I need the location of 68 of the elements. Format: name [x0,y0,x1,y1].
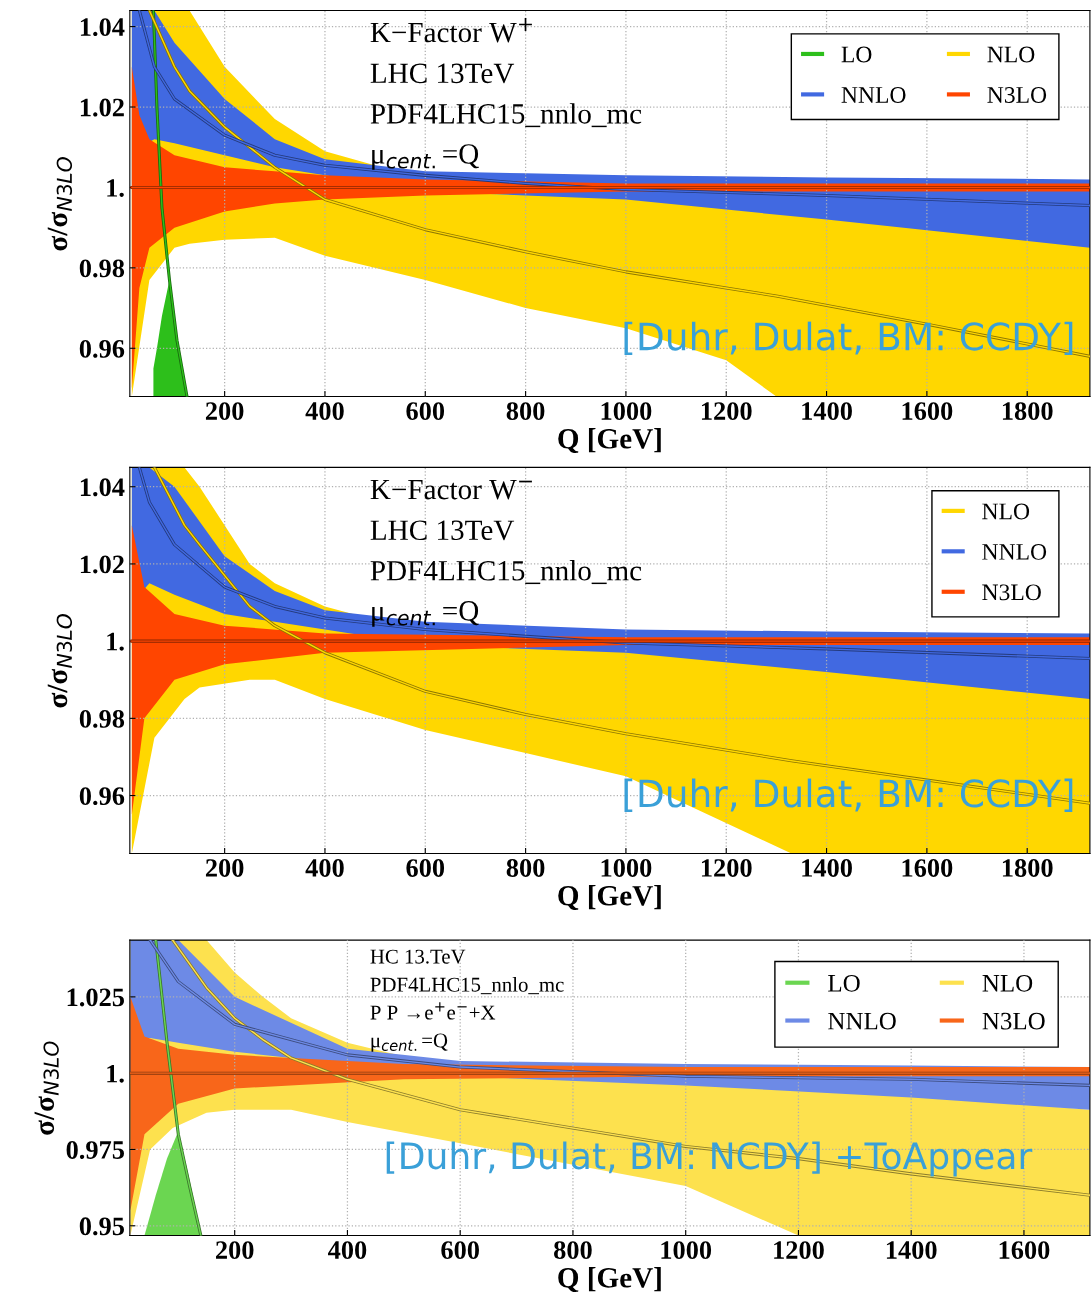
x-tick-label: 1000 [601,859,652,877]
x-tick-label: 1600 [902,402,953,420]
x-tick-label: 400 [305,859,344,877]
y-tick-label: 1.025 [67,988,124,1007]
y-tick-label: 1.02 [80,98,124,117]
x-tick-label: 800 [506,402,545,420]
x-tick-label: 800 [506,859,545,877]
legend-label: NLO [987,46,1035,63]
legend-label: NNLO [828,1012,896,1030]
x-tick-label: 200 [205,859,244,877]
x-tick-label: 400 [305,402,344,420]
x-axis-title: Q [GeV] [558,428,661,454]
legend-label: NLO [982,503,1030,520]
annotation: K−Factor W$^{−}$ [370,480,532,500]
legend-label: N3LO [987,87,1047,103]
annotation: LHC 13TeV [370,520,515,541]
annotation: PDF4LHC15_nnlo_mc [370,103,642,128]
y-tick-label: 1. [107,632,124,651]
x-tick-label: 1000 [601,402,652,420]
annotation: K−Factor W$^{+}$ [370,18,532,43]
y-tick-label: 1. [107,179,124,197]
y-tick-label: 1. [107,1064,124,1083]
y-axis-title: σ/σ$_{N3LO}$ [47,157,73,251]
x-tick-label: 200 [216,1241,254,1259]
legend-label: LO [841,46,872,63]
x-tick-label: 1000 [661,1241,712,1259]
annotation: PDF4LHC15_nnlo_mc [370,977,564,995]
annotation: μ$_{cent.}$=Q [372,144,479,170]
annotation: HC 13.TeV [370,949,466,964]
x-tick-label: 800 [554,1241,592,1259]
y-axis-title: σ/σ$_{N3LO}$ [34,1041,59,1135]
y-tick-label: 1.04 [80,18,125,37]
legend-label: N3LO [982,584,1041,601]
x-tick-label: 600 [406,402,445,420]
x-tick-label: 400 [328,1241,367,1259]
legend-label: NNLO [982,543,1047,560]
x-tick-label: 1200 [774,1241,824,1259]
x-axis-title: Q [GeV] [558,1267,661,1293]
x-tick-label: 600 [441,1241,479,1259]
x-tick-label: 1400 [802,402,852,420]
x-tick-label: 1600 [902,859,953,877]
x-tick-label: 600 [406,859,445,877]
y-tick-label: 1.02 [80,555,124,574]
x-tick-label: 1600 [999,1241,1050,1259]
y-tick-label: 0.975 [66,1141,124,1159]
x-axis-title: Q [GeV] [558,885,661,910]
legend-label: LO [828,974,860,992]
annotation: μ$_{cent.}$=Q [371,1033,448,1052]
x-tick-label: 200 [205,402,244,420]
y-tick-label: 0.96 [79,787,125,806]
x-tick-label: 1800 [1002,859,1053,877]
annotation: PDF4LHC15_nnlo_mc [370,560,642,585]
y-tick-label: 0.98 [79,709,125,728]
legend-label: N3LO [982,1012,1045,1030]
y-tick-label: 0.96 [79,339,125,358]
legend-label: NNLO [841,87,906,103]
y-tick-label: 1.04 [80,478,125,497]
x-tick-label: 1200 [701,402,752,420]
legend-label: NLO [982,974,1033,992]
y-tick-label: 0.95 [79,1217,124,1236]
x-tick-label: 1400 [886,1241,937,1259]
x-tick-label: 1400 [802,859,852,877]
x-tick-label: 1800 [1002,402,1053,420]
y-axis-title: σ/σ$_{N3LO}$ [47,614,73,708]
annotation: LHC 13TeV [370,63,515,84]
annotation: P P →e$^{+}$e$^{−}$+X [370,1002,496,1020]
x-tick-label: 1200 [701,859,752,877]
y-tick-label: 0.98 [79,259,125,278]
